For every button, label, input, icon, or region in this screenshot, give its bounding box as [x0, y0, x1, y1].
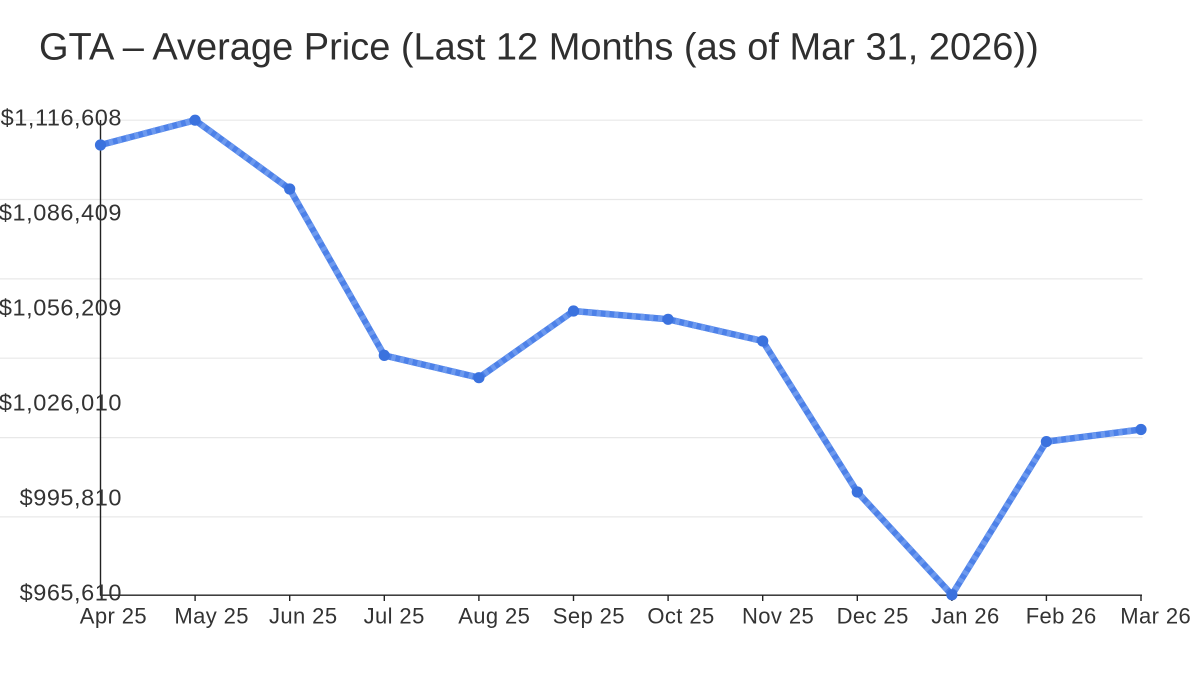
svg-text:$995,810: $995,810	[20, 485, 122, 511]
svg-text:Oct 25: Oct 25	[647, 603, 714, 628]
svg-text:$1,026,010: $1,026,010	[0, 389, 122, 415]
svg-text:Feb 26: Feb 26	[1026, 603, 1097, 628]
svg-text:$1,056,209: $1,056,209	[0, 294, 122, 320]
svg-text:GTA – Average Price (Last 12 M: GTA – Average Price (Last 12 Months (as …	[39, 27, 1039, 69]
svg-text:Mar 26: Mar 26	[1120, 603, 1191, 628]
svg-text:$965,610: $965,610	[20, 580, 122, 606]
svg-text:Jun 25: Jun 25	[269, 603, 337, 628]
svg-text:$1,086,409: $1,086,409	[0, 199, 122, 225]
svg-text:Jan 26: Jan 26	[931, 603, 999, 628]
svg-text:Nov 25: Nov 25	[742, 603, 814, 628]
svg-text:Sep 25: Sep 25	[553, 603, 625, 628]
svg-text:May 25: May 25	[174, 603, 249, 628]
svg-text:Dec 25: Dec 25	[837, 603, 909, 628]
svg-text:Apr 25: Apr 25	[80, 603, 147, 628]
svg-text:Jul 25: Jul 25	[364, 603, 425, 628]
svg-text:Aug 25: Aug 25	[458, 603, 530, 628]
svg-text:$1,116,608: $1,116,608	[1, 104, 122, 130]
